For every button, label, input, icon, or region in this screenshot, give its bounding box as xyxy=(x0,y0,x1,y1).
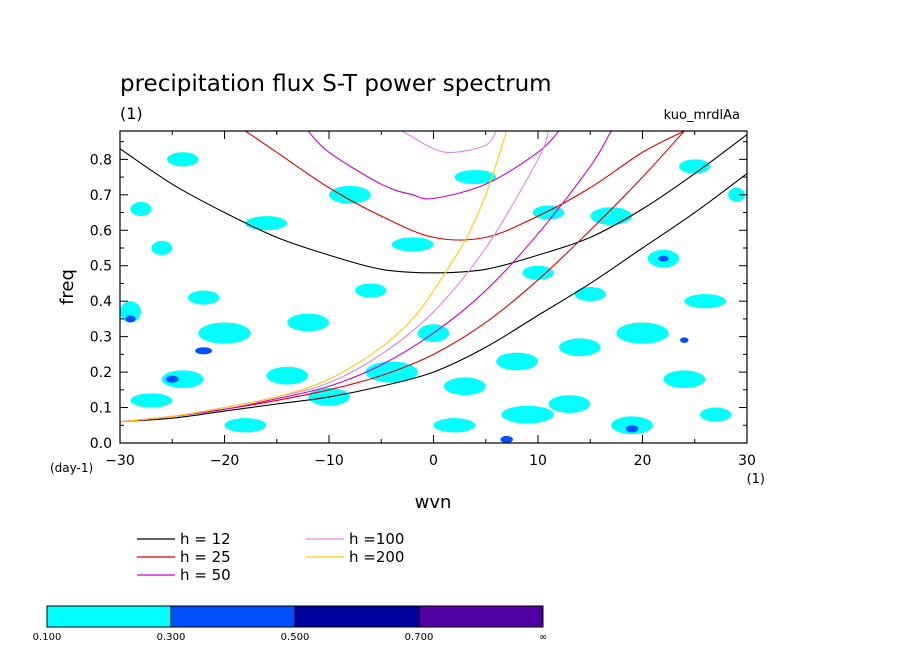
contour-fill-region xyxy=(501,405,554,424)
contour-fill-region xyxy=(151,240,173,256)
series-line xyxy=(245,131,685,241)
contour-fill-region xyxy=(165,375,179,383)
contour-fill-region xyxy=(245,216,288,231)
y-tick-label: 0.2 xyxy=(90,365,112,381)
colorbar-segment xyxy=(294,605,420,628)
y-tick-label: 0.5 xyxy=(90,259,112,275)
x-tick-label: 20 xyxy=(634,453,652,469)
contour-fill-region xyxy=(329,185,371,204)
y-tick-label: 0.6 xyxy=(90,223,112,239)
contour-fill-region xyxy=(198,322,251,344)
contour-fill-region xyxy=(130,393,173,408)
contour-fill-region xyxy=(616,322,669,344)
y-tick-label: 0.3 xyxy=(90,330,112,346)
experiment-label: kuo_mrdlAa xyxy=(664,108,740,123)
contour-fill-region xyxy=(548,395,591,413)
contour-fill-region xyxy=(496,352,538,371)
colorbar-label: 0.300 xyxy=(157,632,186,643)
colorbar-segment xyxy=(46,605,172,628)
contour-fill-region xyxy=(679,159,711,174)
x-axis-unit: (1) xyxy=(747,472,765,487)
legend-label: h = 12 xyxy=(180,530,231,548)
legend-label: h = 25 xyxy=(180,548,231,566)
contour-fill-region xyxy=(454,170,497,185)
x-tick-label: −30 xyxy=(105,453,135,469)
contour-fill-region xyxy=(167,152,199,167)
contour-fill-region xyxy=(532,205,565,220)
y-axis-label: freq xyxy=(57,269,78,305)
chart-subtitle: (1) xyxy=(120,104,143,123)
contour-fill-region xyxy=(680,337,689,344)
y-axis-ticks: 0.0 0.1 0.2 0.3 0.4 0.5 0.6 0.7 0.8 xyxy=(90,141,747,452)
colorbar-label: 0.700 xyxy=(405,632,434,643)
series-line xyxy=(120,131,508,423)
colorbar-segment xyxy=(418,605,544,628)
contour-fill-region xyxy=(574,287,606,302)
x-tick-label: 10 xyxy=(529,453,547,469)
series-line xyxy=(120,134,747,274)
contour-fill-region xyxy=(266,366,309,385)
contour-fill-region xyxy=(287,313,329,332)
contour-fill-region xyxy=(443,377,486,396)
x-axis-ticks: −30 −20 −10 0 10 20 30 xyxy=(105,131,756,469)
contour-fill-region xyxy=(391,237,434,252)
contour-fill-region xyxy=(355,283,387,298)
contour-fill-region xyxy=(522,265,554,280)
legend-label: h =100 xyxy=(349,530,404,548)
contour-fill-region xyxy=(195,347,212,355)
x-axis-label: wvn xyxy=(415,492,452,513)
y-tick-label: 0.1 xyxy=(90,401,112,417)
chart-title: precipitation flux S-T power spectrum xyxy=(120,71,552,97)
contour-fill-region xyxy=(161,370,204,389)
series-line xyxy=(401,131,497,154)
contour-fill-region xyxy=(125,315,136,323)
colorbar-segment xyxy=(170,605,296,628)
colorbar-label: ∞ xyxy=(539,632,547,643)
contour-fills xyxy=(120,152,745,443)
legend-label: h =200 xyxy=(349,548,404,566)
plot-frame xyxy=(119,130,748,444)
contour-fill-region xyxy=(699,407,732,422)
y-tick-label: 0.7 xyxy=(90,188,112,204)
series-line xyxy=(307,131,560,200)
colorbar: 0.100 0.300 0.500 0.700 ∞ xyxy=(33,605,547,643)
contour-fill-region xyxy=(625,425,639,433)
colorbar-label: 0.100 xyxy=(33,632,62,643)
contour-fill-region xyxy=(130,201,152,217)
x-tick-label: 0 xyxy=(429,453,438,469)
contour-fill-region xyxy=(663,370,706,389)
colorbar-label: 0.500 xyxy=(281,632,310,643)
x-tick-label: −20 xyxy=(210,453,240,469)
contour-fill-region xyxy=(684,294,727,309)
contour-fill-region xyxy=(224,418,267,433)
contour-fill-region xyxy=(500,435,513,443)
series-line xyxy=(120,173,747,423)
contour-fill-region xyxy=(433,418,476,433)
contour-fill-region xyxy=(611,416,653,435)
contour-fill-region xyxy=(728,187,745,202)
contour-fill-region xyxy=(558,338,601,357)
x-tick-label: −10 xyxy=(314,453,344,469)
contour-fill-region xyxy=(120,301,141,323)
x-tick-label: 30 xyxy=(738,453,756,469)
y-axis-unit: (day-1) xyxy=(50,461,93,475)
series-line xyxy=(120,131,612,423)
y-tick-label: 0.4 xyxy=(90,294,112,310)
y-tick-label: 0.8 xyxy=(90,152,112,168)
dispersion-curves xyxy=(120,131,747,423)
y-tick-label: 0.0 xyxy=(90,436,112,452)
contour-fill-region xyxy=(187,290,220,305)
legend-label: h = 50 xyxy=(180,566,231,584)
contour-fill-region xyxy=(658,255,669,262)
